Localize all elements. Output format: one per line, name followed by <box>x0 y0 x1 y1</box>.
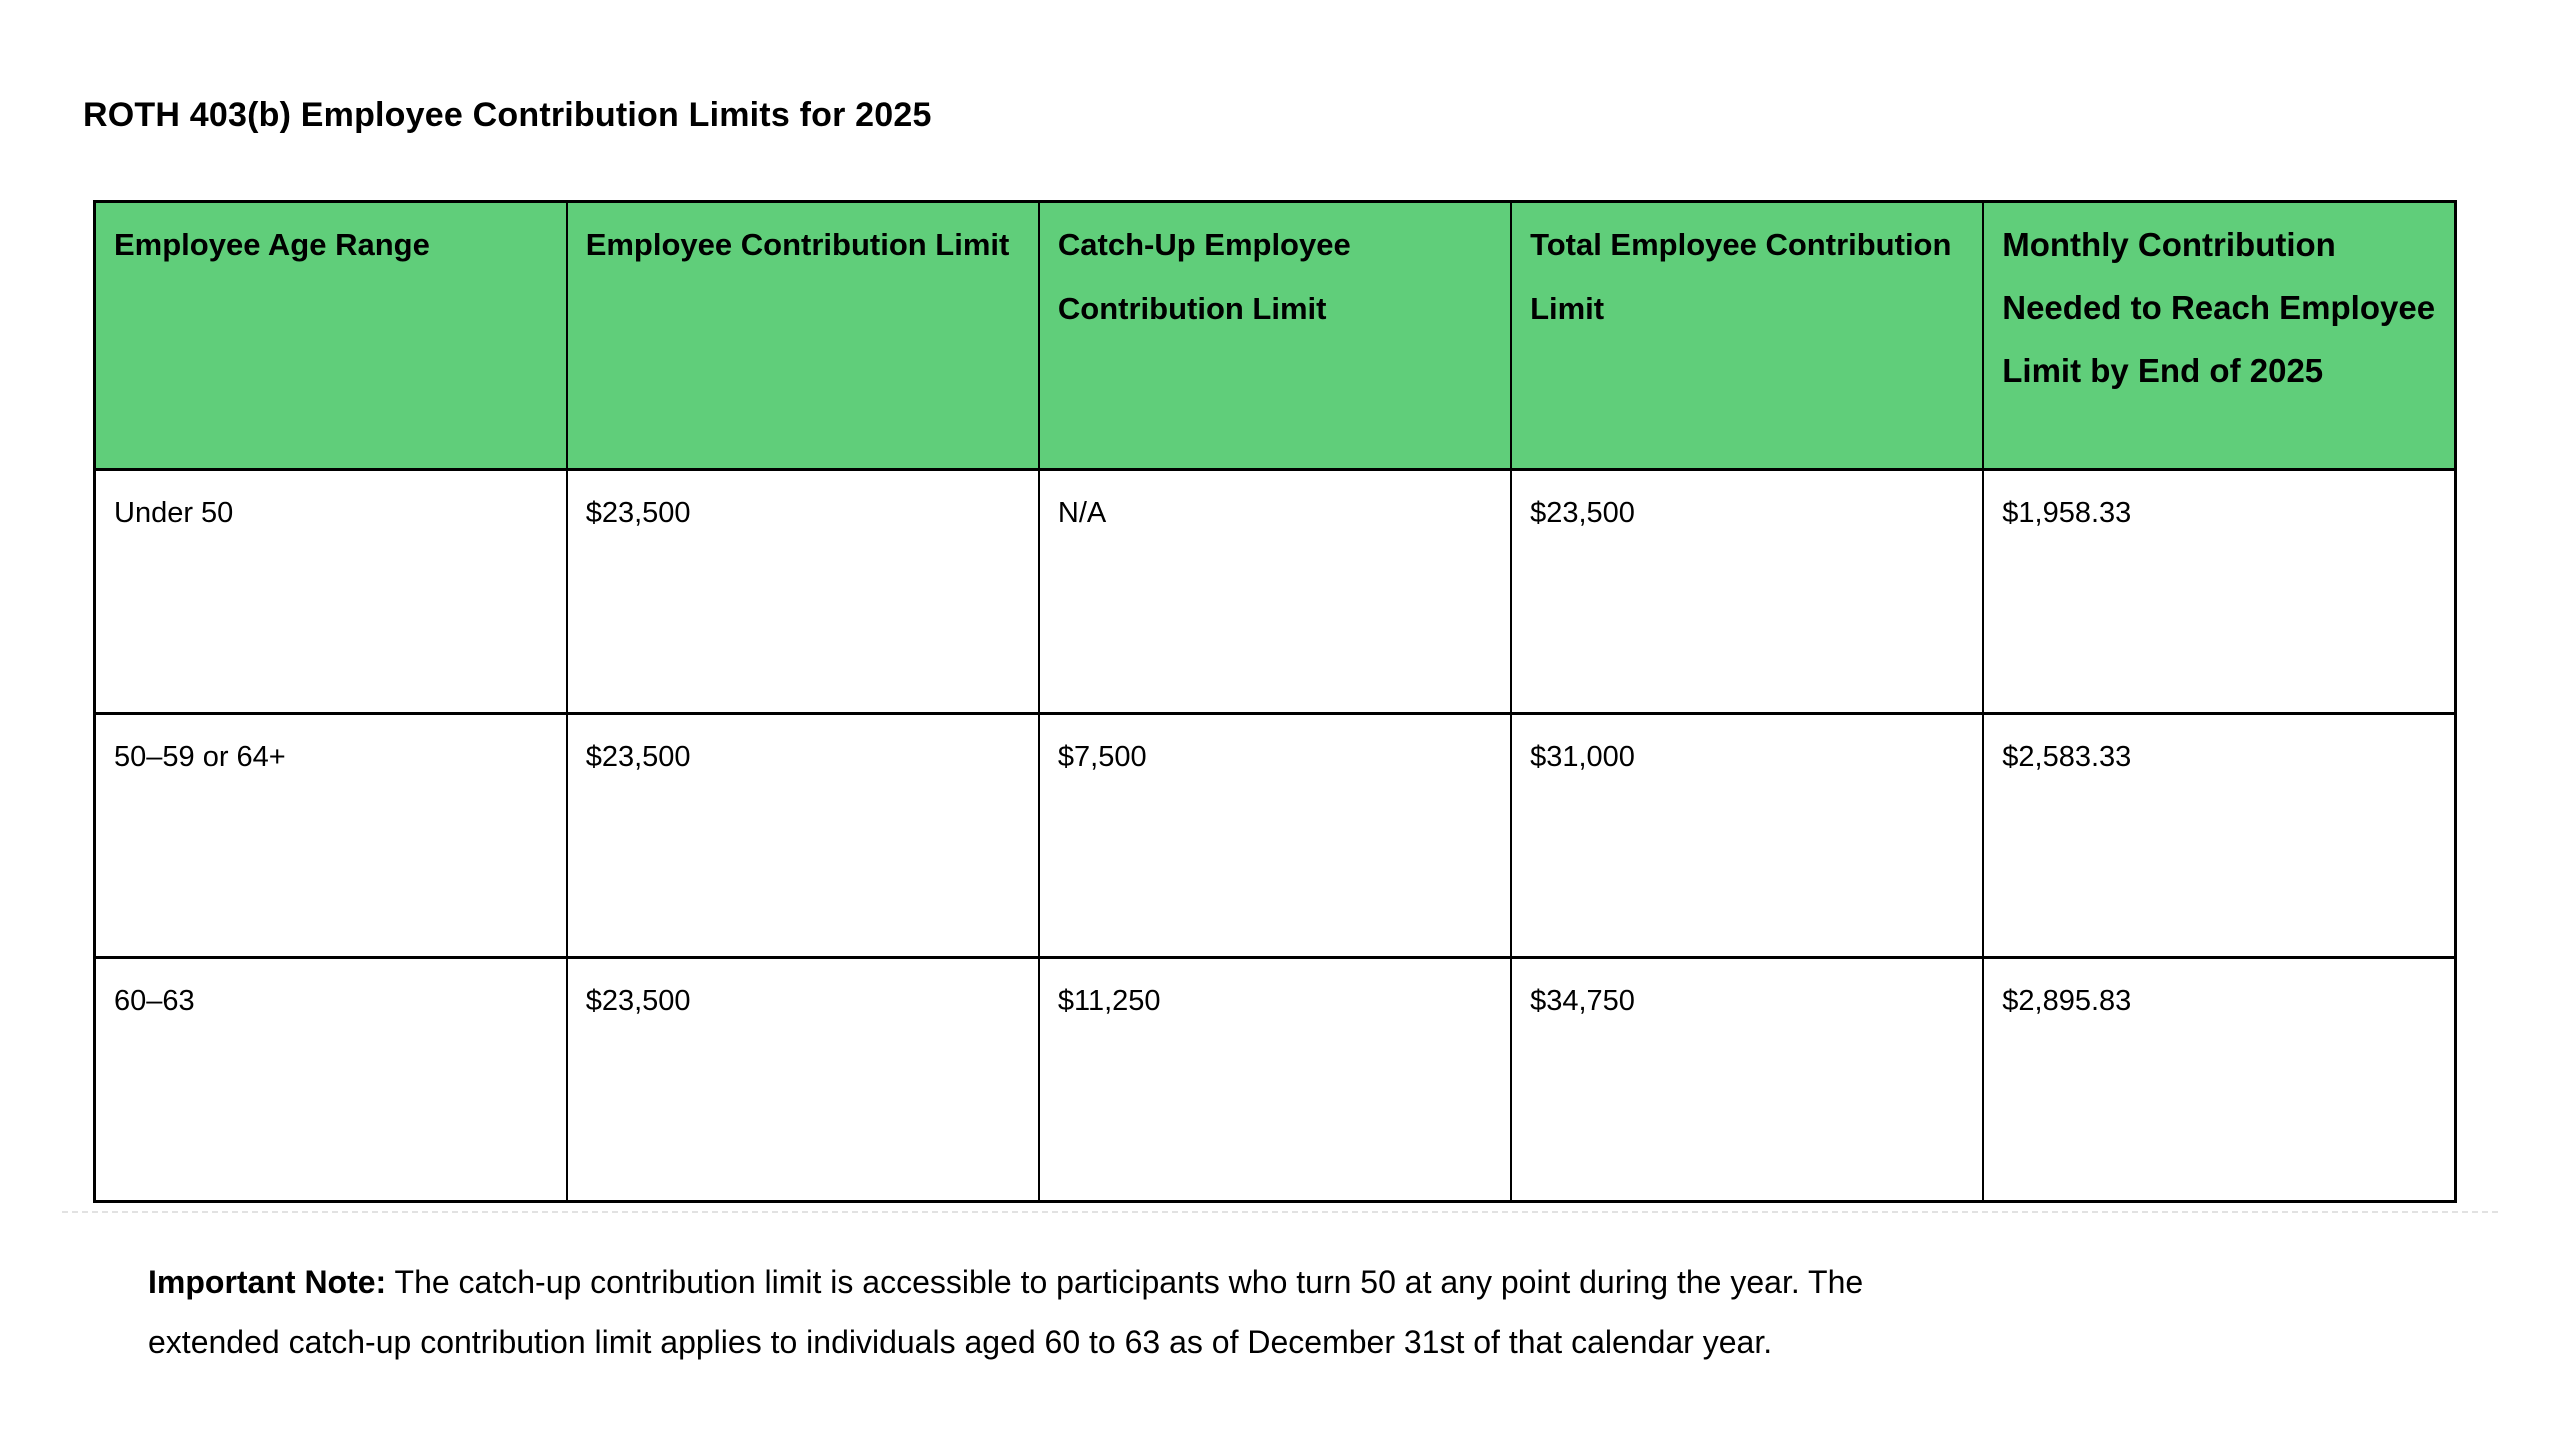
cell-employee-limit: $23,500 <box>565 956 1040 1203</box>
cell-age-range: Under 50 <box>93 468 568 715</box>
table-header: Employee Age Range Employee Contribution… <box>93 200 2457 471</box>
column-header-catch-up-contribution-limit: Catch-Up Employee Contribution Limit <box>1037 200 1513 471</box>
cell-monthly-contribution: $2,895.83 <box>1982 956 2457 1203</box>
page-title: ROTH 403(b) Employee Contribution Limits… <box>83 96 932 134</box>
cell-monthly-contribution: $1,958.33 <box>1982 468 2457 715</box>
table-row-60-63: 60–63 $23,500 $11,250 $34,750 $2,895.83 <box>93 956 2457 1203</box>
cell-catch-up-limit: N/A <box>1037 468 1513 715</box>
cell-age-range: 60–63 <box>93 956 568 1203</box>
cell-total-limit: $31,000 <box>1510 712 1985 959</box>
column-header-monthly-contribution-needed: Monthly Contribution Needed to Reach Emp… <box>1982 200 2457 471</box>
important-note: Important Note: The catch-up contributio… <box>148 1252 2408 1372</box>
cell-catch-up-limit: $11,250 <box>1037 956 1513 1203</box>
cell-total-limit: $23,500 <box>1510 468 1985 715</box>
page-boundary-dashed-line <box>62 1211 2498 1213</box>
column-header-employee-age-range: Employee Age Range <box>93 200 568 471</box>
cell-age-range: 50–59 or 64+ <box>93 712 568 959</box>
important-note-text-line2: extended catch-up contribution limit app… <box>148 1324 1773 1360</box>
table-body: Under 50 $23,500 N/A $23,500 $1,958.33 5… <box>93 468 2457 1203</box>
table-row-50-59-or-64plus: 50–59 or 64+ $23,500 $7,500 $31,000 $2,5… <box>93 712 2457 959</box>
important-note-label: Important Note: <box>148 1264 387 1300</box>
cell-monthly-contribution: $2,583.33 <box>1982 712 2457 959</box>
table-row-under-50: Under 50 $23,500 N/A $23,500 $1,958.33 <box>93 468 2457 715</box>
column-header-employee-contribution-limit: Employee Contribution Limit <box>565 200 1040 471</box>
cell-employee-limit: $23,500 <box>565 468 1040 715</box>
cell-catch-up-limit: $7,500 <box>1037 712 1513 959</box>
contribution-limits-table: Employee Age Range Employee Contribution… <box>93 200 2457 1203</box>
cell-total-limit: $34,750 <box>1510 956 1985 1203</box>
column-header-total-contribution-limit: Total Employee Contribution Limit <box>1510 200 1985 471</box>
header-row: Employee Age Range Employee Contribution… <box>93 200 2457 471</box>
cell-employee-limit: $23,500 <box>565 712 1040 959</box>
important-note-text-line1: The catch-up contribution limit is acces… <box>394 1264 1864 1300</box>
